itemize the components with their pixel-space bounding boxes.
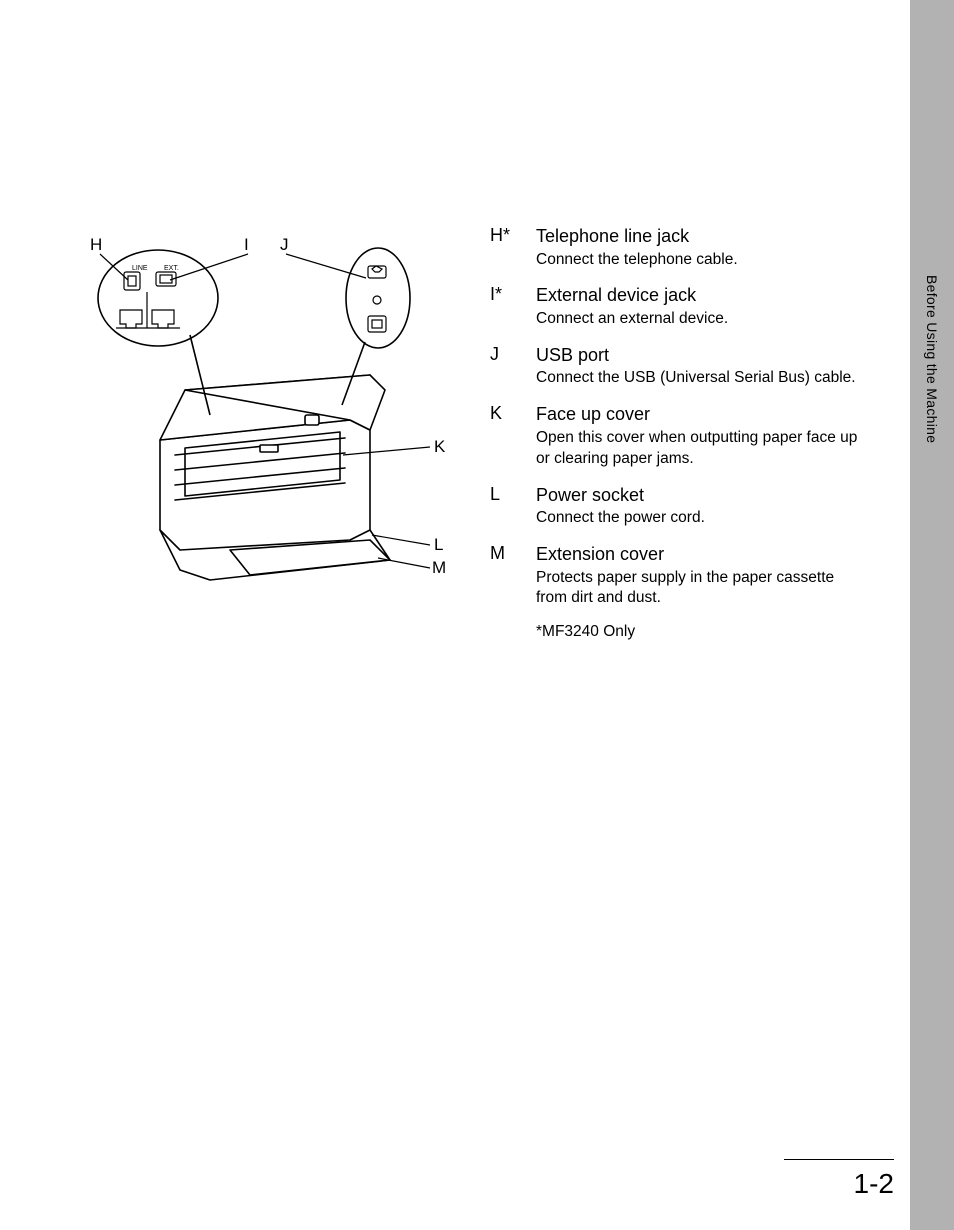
definition-list: H* Telephone line jack Connect the telep… — [490, 225, 860, 641]
entry-title: Face up cover — [536, 403, 860, 426]
entry-letter: J — [490, 344, 536, 389]
entry-letter: K — [490, 403, 536, 469]
thumb-tab — [910, 228, 954, 268]
section-label: Before Using the Machine — [924, 275, 940, 443]
entry-letter: M — [490, 543, 536, 609]
ext-port-label: EXT. — [164, 265, 179, 272]
entry-letter: I* — [490, 284, 536, 329]
page-number: 1-2 — [854, 1168, 894, 1200]
callout-M: M — [432, 558, 446, 577]
footnote: *MF3240 Only — [536, 623, 860, 641]
entry-desc: Connect the power cord. — [536, 508, 860, 529]
entry-J: J USB port Connect the USB (Universal Se… — [490, 344, 860, 389]
entry-body: USB port Connect the USB (Universal Seri… — [536, 344, 860, 389]
entry-body: Face up cover Open this cover when outpu… — [536, 403, 860, 469]
callout-L: L — [434, 535, 443, 554]
sidebar — [910, 0, 954, 1230]
entry-body: External device jack Connect an external… — [536, 284, 860, 329]
entry-desc: Connect an external device. — [536, 309, 860, 330]
entry-desc: Protects paper supply in the paper casse… — [536, 568, 860, 610]
callout-H: H — [90, 235, 102, 254]
entry-desc: Open this cover when outputting paper fa… — [536, 428, 860, 470]
section-label-wrap: Before Using the Machine — [910, 275, 954, 495]
entry-body: Power socket Connect the power cord. — [536, 484, 860, 529]
entry-L: L Power socket Connect the power cord. — [490, 484, 860, 529]
entry-title: USB port — [536, 344, 860, 367]
entry-M: M Extension cover Protects paper supply … — [490, 543, 860, 609]
callout-K: K — [434, 437, 446, 456]
entry-letter: H* — [490, 225, 536, 270]
entry-H: H* Telephone line jack Connect the telep… — [490, 225, 860, 270]
page-number-rule — [784, 1159, 894, 1160]
entry-title: Telephone line jack — [536, 225, 860, 248]
line-port-label: LINE — [132, 265, 148, 272]
entry-K: K Face up cover Open this cover when out… — [490, 403, 860, 469]
diagram: LINE EXT. H I J K L M — [90, 230, 450, 600]
page: Before Using the Machine — [0, 0, 954, 1230]
entry-desc: Connect the USB (Universal Serial Bus) c… — [536, 368, 860, 389]
entry-title: Extension cover — [536, 543, 860, 566]
entry-body: Telephone line jack Connect the telephon… — [536, 225, 860, 270]
callout-I: I — [244, 235, 249, 254]
entry-title: External device jack — [536, 284, 860, 307]
entry-letter: L — [490, 484, 536, 529]
callout-J: J — [280, 235, 289, 254]
entry-body: Extension cover Protects paper supply in… — [536, 543, 860, 609]
entry-desc: Connect the telephone cable. — [536, 250, 860, 271]
printer-diagram-icon: LINE EXT. H I J K L M — [90, 230, 450, 600]
entry-title: Power socket — [536, 484, 860, 507]
entry-I: I* External device jack Connect an exter… — [490, 284, 860, 329]
